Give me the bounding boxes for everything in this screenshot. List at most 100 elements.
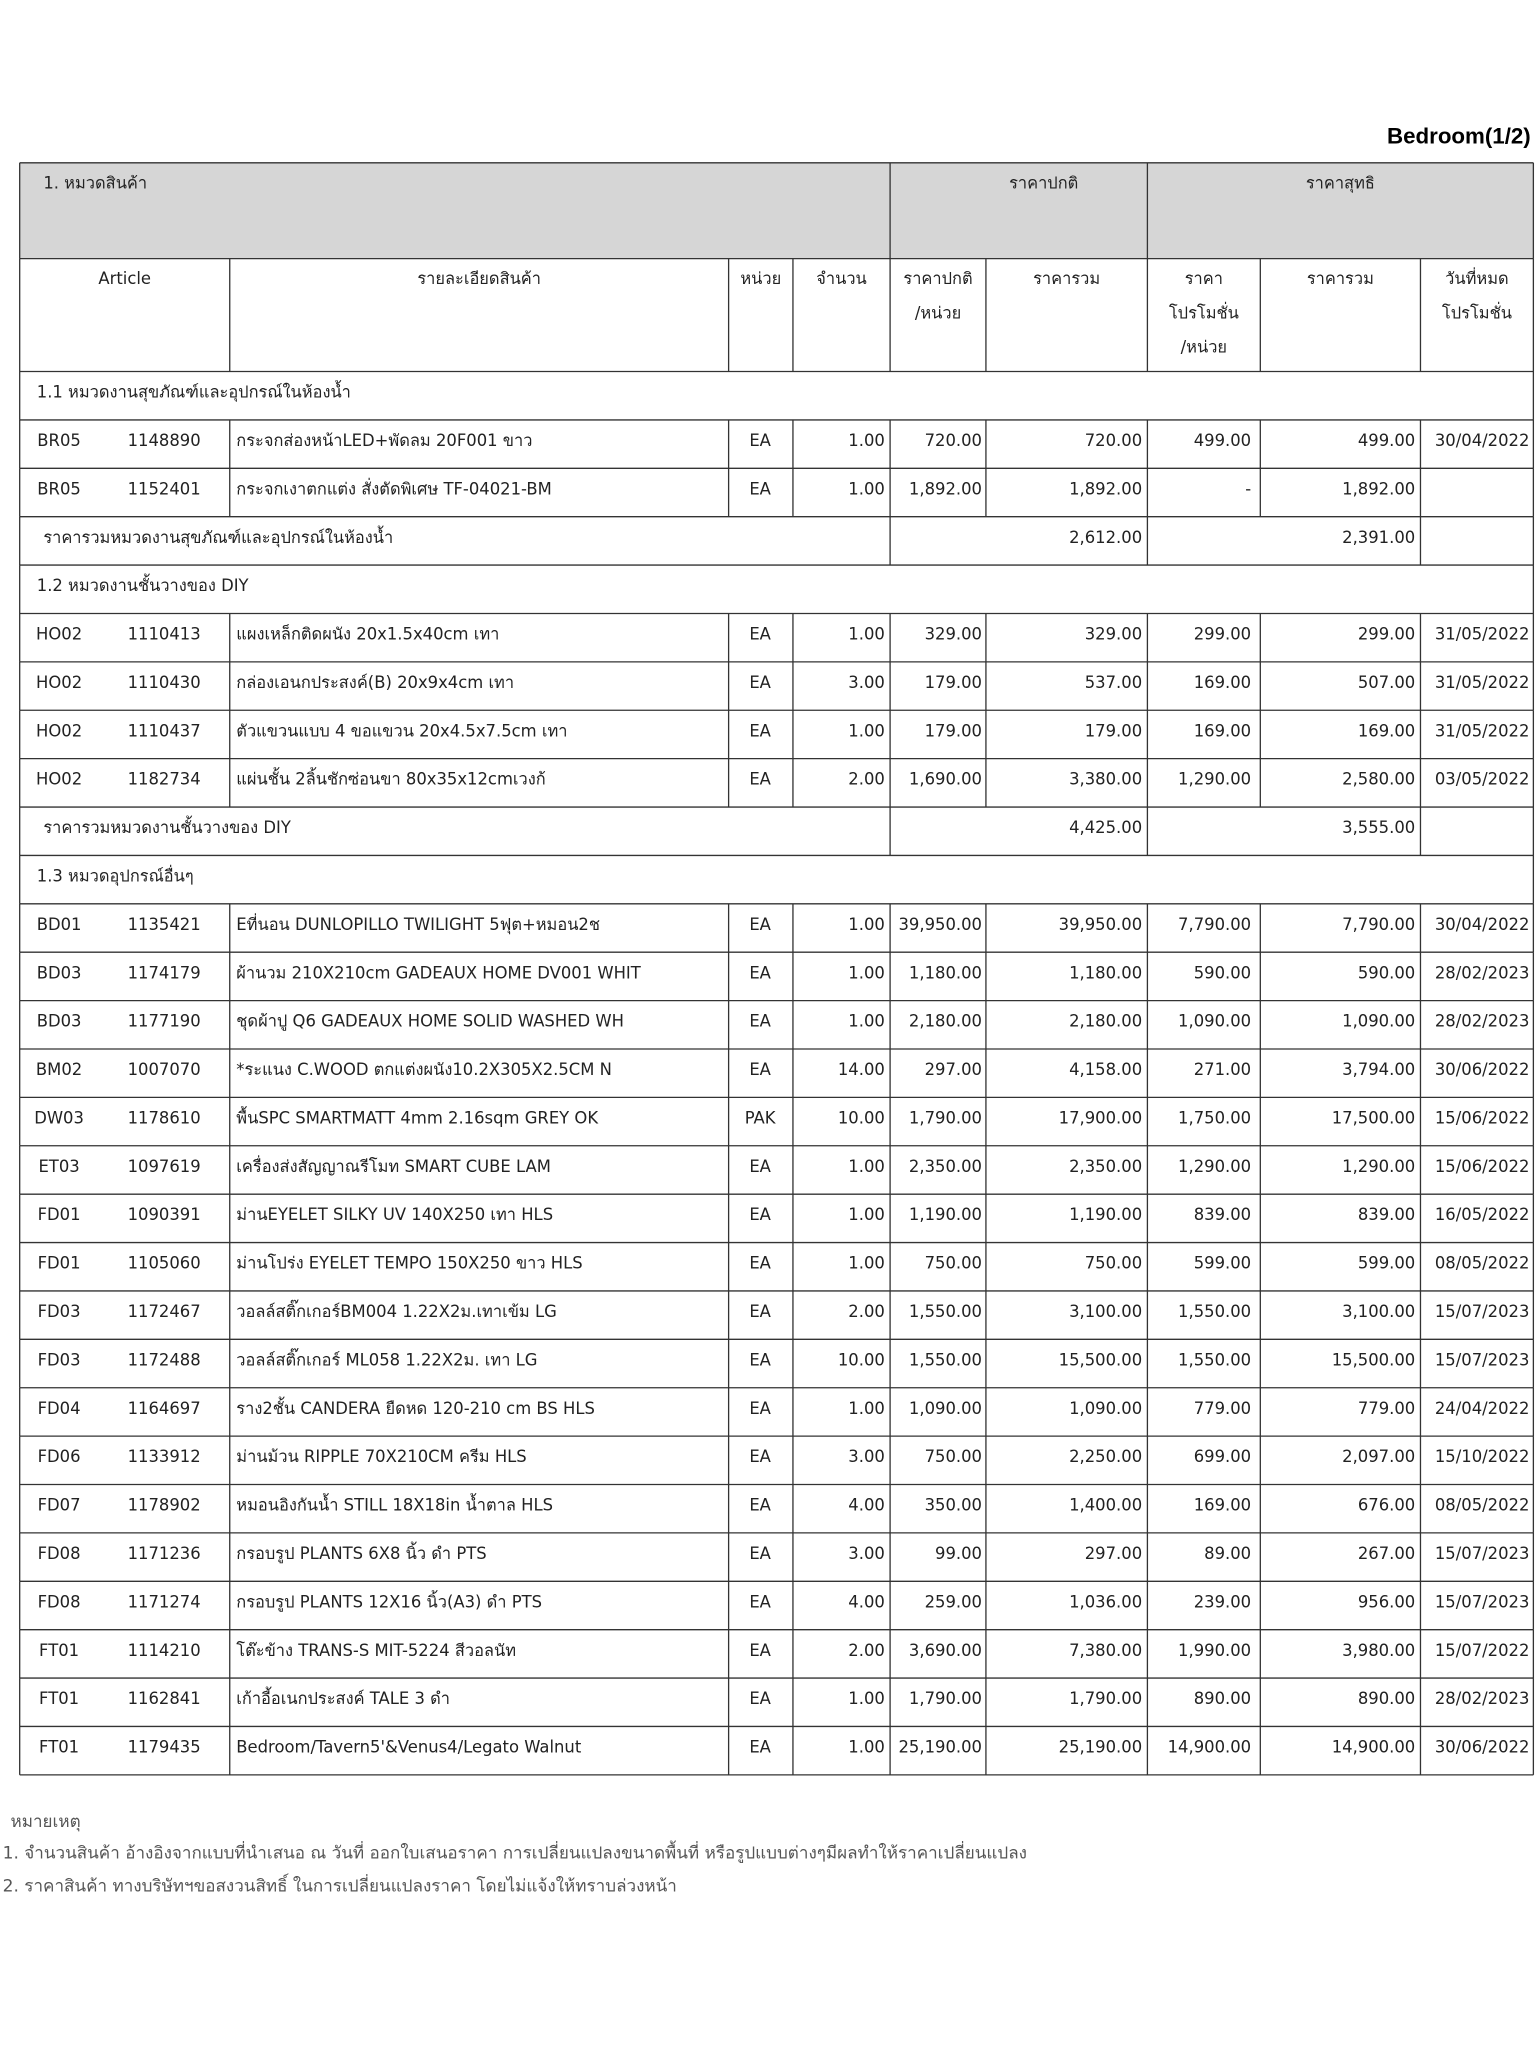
cell: เก้าอี้อเนกประสงค์ TALE 3 ดำ: [236, 1686, 450, 1708]
cell: 179.00: [925, 721, 982, 740]
cell: FD01: [38, 1254, 81, 1273]
cell: EA: [749, 721, 771, 740]
cell: BM02: [36, 1060, 82, 1079]
cell: Eที่นอน DUNLOPILLO TWILIGHT 5ฟุต+หมอน2ช: [236, 913, 600, 935]
cell: HO02: [36, 721, 82, 740]
section-title: 1.1 หมวดงานสุขภัณฑ์และอุปกรณ์ในห้องน้ำ: [37, 380, 351, 403]
group-header: 1. หมวดสินค้า: [43, 173, 147, 192]
cell: 1.00: [848, 1689, 885, 1708]
cell: 14.00: [838, 1060, 885, 1079]
cell: 2.00: [848, 1302, 885, 1321]
cell: หมอนอิงกันน้ำ STILL 18X18in น้ำตาล HLS: [236, 1493, 553, 1515]
cell: ม่านโปร่ง EYELET TEMPO 150X250 ขาว HLS: [236, 1254, 582, 1273]
cell: BD03: [37, 1012, 82, 1031]
cell: Bedroom/Tavern5'&Venus4/Legato Walnut: [236, 1738, 582, 1757]
cell: 179.00: [1085, 721, 1142, 740]
cell: 271.00: [1194, 1060, 1251, 1079]
cell: 169.00: [1194, 1496, 1251, 1515]
cell: 39,950.00: [1059, 915, 1143, 934]
cell: 297.00: [925, 1060, 982, 1079]
cell: 1,550.00: [909, 1302, 982, 1321]
cell: 30/04/2022: [1435, 431, 1530, 450]
cell: EA: [749, 1689, 771, 1708]
cell: PAK: [745, 1108, 777, 1127]
cell: 329.00: [925, 625, 982, 644]
cell: 2,580.00: [1342, 770, 1415, 789]
cell: 15/07/2022: [1435, 1641, 1530, 1660]
cell: 259.00: [925, 1592, 982, 1611]
cell: 08/05/2022: [1435, 1496, 1530, 1515]
cell: 4.00: [848, 1496, 885, 1515]
cell: FD08: [38, 1592, 81, 1611]
cell: พื้นSPC SMARTMATT 4mm 2.16sqm GREY OK: [236, 1105, 599, 1127]
cell: 15/06/2022: [1435, 1108, 1530, 1127]
cell: 1,790.00: [909, 1689, 982, 1708]
section-title: 1.2 หมวดงานชั้นวางของ DIY: [37, 573, 250, 595]
cell: 1,190.00: [1069, 1205, 1142, 1224]
cell: 2.00: [848, 1641, 885, 1660]
column-header: โปรโมชั่น: [1442, 301, 1512, 322]
cell: 15,500.00: [1059, 1350, 1143, 1369]
cell: กรอบรูป PLANTS 6X8 นิ้ว ดำ PTS: [236, 1541, 486, 1564]
cell: 1,290.00: [1342, 1157, 1415, 1176]
cell: 169.00: [1194, 721, 1251, 740]
cell: 599.00: [1358, 1254, 1415, 1273]
cell: 7,790.00: [1342, 915, 1415, 934]
cell: 1.00: [848, 963, 885, 982]
cell: EA: [749, 1544, 771, 1563]
cell: 1,290.00: [1178, 1157, 1251, 1176]
cell: 15,500.00: [1332, 1350, 1415, 1369]
cell: 99.00: [935, 1544, 982, 1563]
cell: 720.00: [925, 431, 982, 450]
cell: วอลล์สติ๊กเกอร์BM004 1.22X2ม.เทาเข้ม LG: [236, 1299, 557, 1321]
cell: 1162841: [128, 1689, 201, 1708]
cell: *ระแนง C.WOOD ตกแต่งผนัง10.2X305X2.5CM N: [236, 1060, 612, 1079]
cell: EA: [749, 915, 771, 934]
note-item: 1. จำนวนสินค้า อ้างอิงจากแบบที่นำเสนอ ณ …: [3, 1841, 1027, 1864]
group-header: ราคาสุทธิ: [1306, 173, 1375, 193]
cell: FD07: [38, 1496, 81, 1515]
cell: 537.00: [1085, 673, 1142, 692]
cell: 10.00: [838, 1350, 885, 1369]
cell: 1171236: [128, 1544, 201, 1563]
cell: 1.00: [848, 721, 885, 740]
cell: -: [1245, 479, 1251, 498]
column-header: /หน่วย: [915, 303, 961, 322]
subtotal-label: ราคารวมหมวดงานสุขภัณฑ์และอุปกรณ์ในห้องน้…: [43, 525, 393, 548]
cell: 267.00: [1358, 1544, 1415, 1563]
cell: ตัวแขวนแบบ 4 ขอแขวน 20x4.5x7.5cm เทา: [236, 721, 567, 740]
cell: 890.00: [1358, 1689, 1415, 1708]
cell: กรอบรูป PLANTS 12X16 นิ้ว(A3) ดำ PTS: [236, 1589, 542, 1612]
cell: EA: [749, 963, 771, 982]
cell: FD03: [38, 1350, 81, 1369]
cell: 1172467: [128, 1302, 201, 1321]
column-header: วันที่หมด: [1445, 267, 1509, 288]
cell: 956.00: [1358, 1592, 1415, 1611]
cell: 39,950.00: [898, 915, 982, 934]
cell: EA: [749, 1592, 771, 1611]
cell: 15/07/2023: [1435, 1302, 1530, 1321]
subtotal-normal: 4,425.00: [1069, 818, 1142, 837]
cell: 1.00: [848, 1205, 885, 1224]
cell: 1172488: [128, 1350, 201, 1369]
cell: 750.00: [925, 1447, 982, 1466]
cell: 7,380.00: [1069, 1641, 1142, 1660]
cell: 1110437: [128, 721, 201, 740]
cell: ม่านม้วน RIPPLE 70X210CM ครีม HLS: [236, 1447, 526, 1466]
cell: 31/05/2022: [1435, 673, 1530, 692]
cell: 89.00: [1204, 1544, 1251, 1563]
cell: EA: [749, 673, 771, 692]
cell: 1105060: [128, 1254, 201, 1273]
cell: 1174179: [128, 963, 201, 982]
cell: EA: [749, 1302, 771, 1321]
cell: 890.00: [1194, 1689, 1251, 1708]
cell: โต๊ะข้าง TRANS-S MIT-5224 สีวอลนัท: [236, 1641, 516, 1660]
cell: 1,892.00: [1069, 479, 1142, 498]
cell: FD08: [38, 1544, 81, 1563]
cell: 590.00: [1194, 963, 1251, 982]
cell: 3.00: [848, 1544, 885, 1563]
cell: 1,892.00: [1342, 479, 1415, 498]
cell: 1182734: [128, 770, 201, 789]
cell: 14,900.00: [1168, 1738, 1252, 1757]
